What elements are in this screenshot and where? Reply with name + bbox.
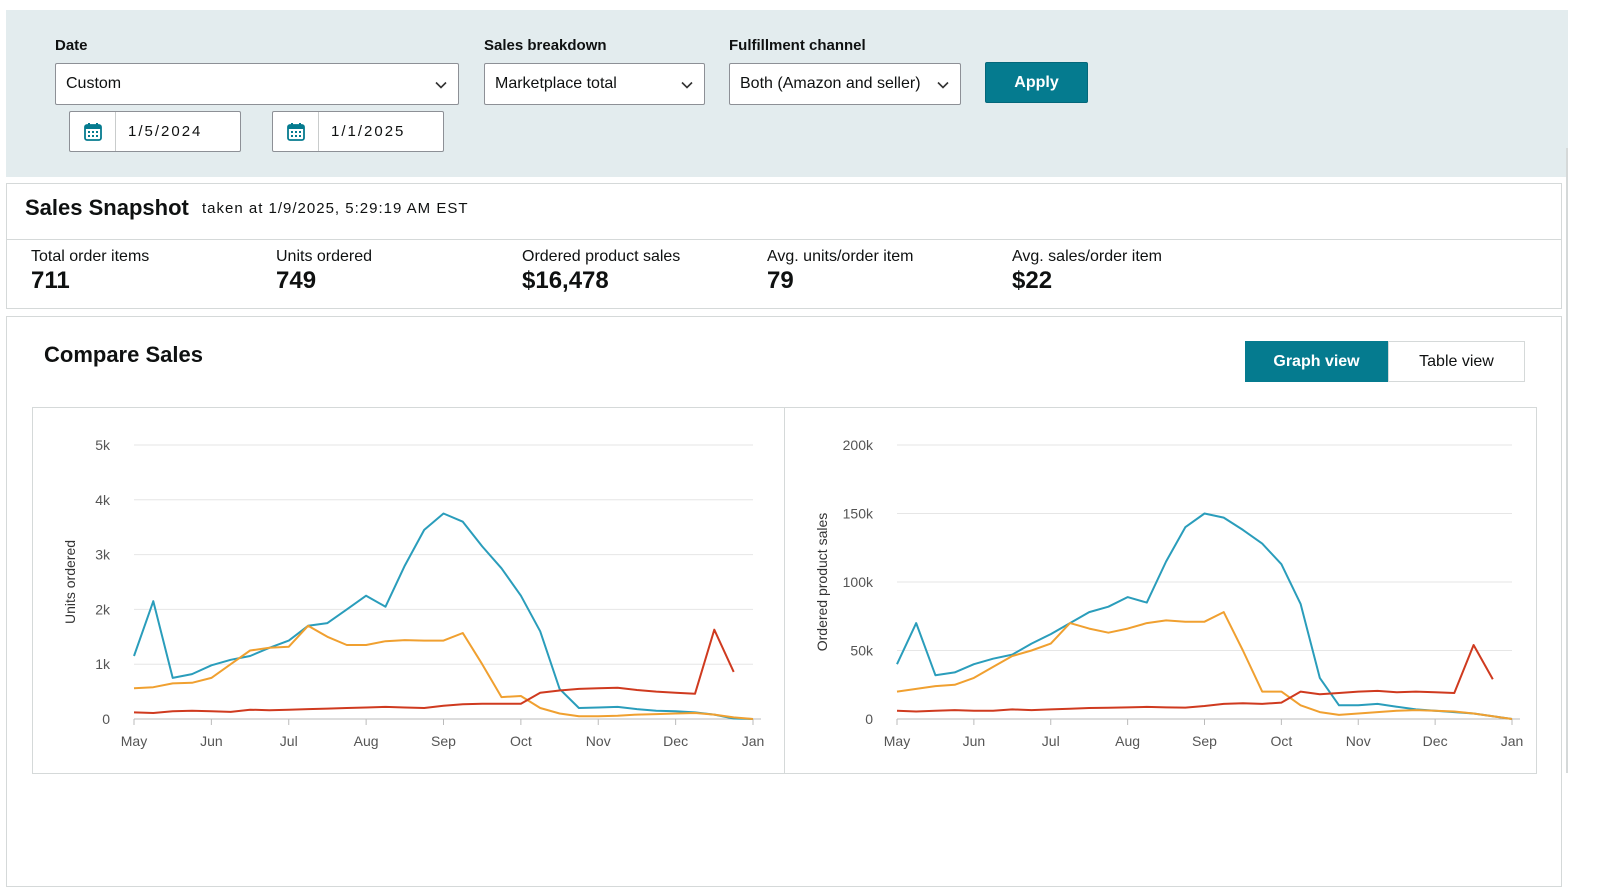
charts-container: 0 1k 2k 3k 4k 5k May Jun Jul Aug Sep Oct Nov Dec Jan Un… bbox=[32, 407, 1537, 774]
x-tick-label: Nov bbox=[1346, 733, 1371, 749]
snapshot-title: Sales Snapshot bbox=[25, 195, 189, 220]
metric-value: 79 bbox=[767, 267, 794, 294]
metric-avg-units-per-order-item: Avg. units/order item 79 bbox=[767, 248, 913, 295]
calendar-icon[interactable] bbox=[70, 112, 116, 151]
y-tick-label: 2k bbox=[95, 601, 111, 617]
metric-label: Avg. sales/order item bbox=[1012, 248, 1162, 265]
series-line-orange[interactable] bbox=[896, 611, 1513, 720]
end-date-value[interactable]: 1/1/2025 bbox=[331, 123, 406, 140]
fulfillment-channel-value: Both (Amazon and seller) bbox=[740, 75, 921, 92]
metric-value: $22 bbox=[1012, 267, 1053, 294]
ordered-product-sales-chart: 0 50k 100k 150k 200k May Jun Jul Aug Sep Oct Nov Dec… bbox=[814, 437, 1524, 749]
compare-sales-panel: Compare Sales Graph view Table view 0 1k 2… bbox=[6, 316, 1562, 887]
fulfillment-channel-select[interactable]: Both (Amazon and seller) bbox=[729, 63, 961, 105]
date-label: Date bbox=[55, 37, 88, 54]
start-date-picker[interactable]: 1/5/2024 bbox=[69, 111, 241, 152]
y-tick-label: 5k bbox=[95, 437, 111, 453]
x-tick-label: Oct bbox=[1270, 733, 1292, 749]
y-tick-label: 0 bbox=[865, 711, 873, 727]
y-axis-label: Units ordered bbox=[62, 540, 78, 624]
metric-avg-sales-per-order-item: Avg. sales/order item $22 bbox=[1012, 248, 1162, 295]
calendar-icon[interactable] bbox=[273, 112, 319, 151]
x-tick-label: Jun bbox=[200, 733, 223, 749]
chart-divider bbox=[784, 408, 785, 773]
filters-panel: Date Custom 1/5/2024 1/1/2025 Sales brea… bbox=[6, 10, 1568, 177]
x-tick-label: Nov bbox=[586, 733, 611, 749]
x-tick-label: Jul bbox=[1042, 733, 1060, 749]
series-line-blue[interactable] bbox=[896, 512, 1513, 720]
snapshot-timestamp: taken at 1/9/2025, 5:29:19 AM EST bbox=[202, 200, 469, 217]
x-tick-label: May bbox=[121, 733, 147, 749]
sales-snapshot-panel: Sales Snapshot taken at 1/9/2025, 5:29:1… bbox=[6, 183, 1562, 309]
metric-label: Units ordered bbox=[276, 248, 373, 265]
x-tick-label: Aug bbox=[1115, 733, 1140, 749]
series-line-blue[interactable] bbox=[133, 512, 754, 720]
chevron-down-icon bbox=[435, 81, 447, 89]
y-axis-label: Ordered product sales bbox=[814, 513, 830, 652]
compare-sales-title: Compare Sales bbox=[44, 342, 203, 367]
x-tick-label: Dec bbox=[663, 733, 688, 749]
x-tick-label: May bbox=[884, 733, 910, 749]
y-tick-label: 0 bbox=[102, 711, 110, 727]
snapshot-header: Sales Snapshot taken at 1/9/2025, 5:29:1… bbox=[7, 184, 1561, 240]
start-date-value[interactable]: 1/5/2024 bbox=[128, 123, 203, 140]
fulfillment-channel-label: Fulfillment channel bbox=[729, 37, 866, 54]
metric-value: $16,478 bbox=[522, 267, 609, 294]
date-select[interactable]: Custom bbox=[55, 63, 459, 105]
chevron-down-icon bbox=[681, 81, 693, 89]
x-tick-label: Jan bbox=[1501, 733, 1524, 749]
y-tick-label: 150k bbox=[843, 506, 874, 522]
scrollbar[interactable] bbox=[1566, 148, 1568, 773]
metric-label: Avg. units/order item bbox=[767, 248, 914, 265]
x-tick-label: Jan bbox=[742, 733, 765, 749]
metric-label: Ordered product sales bbox=[522, 248, 681, 265]
y-tick-label: 50k bbox=[850, 643, 874, 659]
metric-units-ordered: Units ordered 749 bbox=[276, 248, 372, 295]
date-select-value: Custom bbox=[66, 75, 122, 92]
apply-button[interactable]: Apply bbox=[985, 62, 1088, 103]
x-tick-label: Oct bbox=[510, 733, 532, 749]
sales-breakdown-value: Marketplace total bbox=[495, 75, 617, 92]
x-tick-label: Sep bbox=[431, 733, 456, 749]
x-tick-label: Jun bbox=[963, 733, 986, 749]
y-tick-label: 100k bbox=[843, 574, 874, 590]
metric-value: 711 bbox=[31, 267, 70, 294]
y-tick-label: 1k bbox=[95, 656, 111, 672]
series-line-orange[interactable] bbox=[133, 624, 754, 720]
x-tick-label: Dec bbox=[1423, 733, 1448, 749]
metric-ordered-product-sales: Ordered product sales $16,478 bbox=[522, 248, 680, 295]
y-tick-label: 4k bbox=[95, 492, 111, 508]
metric-value: 749 bbox=[276, 267, 317, 294]
y-tick-label: 200k bbox=[843, 437, 874, 453]
x-tick-label: Jul bbox=[280, 733, 298, 749]
units-ordered-chart: 0 1k 2k 3k 4k 5k May Jun Jul Aug Sep Oct Nov Dec Jan Un… bbox=[62, 437, 765, 749]
series-line-red[interactable] bbox=[133, 628, 735, 714]
x-tick-label: Aug bbox=[354, 733, 379, 749]
sales-breakdown-label: Sales breakdown bbox=[484, 37, 607, 54]
sales-breakdown-select[interactable]: Marketplace total bbox=[484, 63, 705, 105]
y-tick-label: 3k bbox=[95, 547, 111, 563]
metric-total-order-items: Total order items 711 bbox=[31, 248, 149, 295]
x-tick-label: Sep bbox=[1192, 733, 1217, 749]
metric-label: Total order items bbox=[31, 248, 150, 265]
graph-view-button[interactable]: Graph view bbox=[1245, 341, 1388, 382]
end-date-picker[interactable]: 1/1/2025 bbox=[272, 111, 444, 152]
chevron-down-icon bbox=[937, 81, 949, 89]
table-view-button[interactable]: Table view bbox=[1388, 341, 1525, 382]
series-line-red[interactable] bbox=[896, 644, 1494, 713]
